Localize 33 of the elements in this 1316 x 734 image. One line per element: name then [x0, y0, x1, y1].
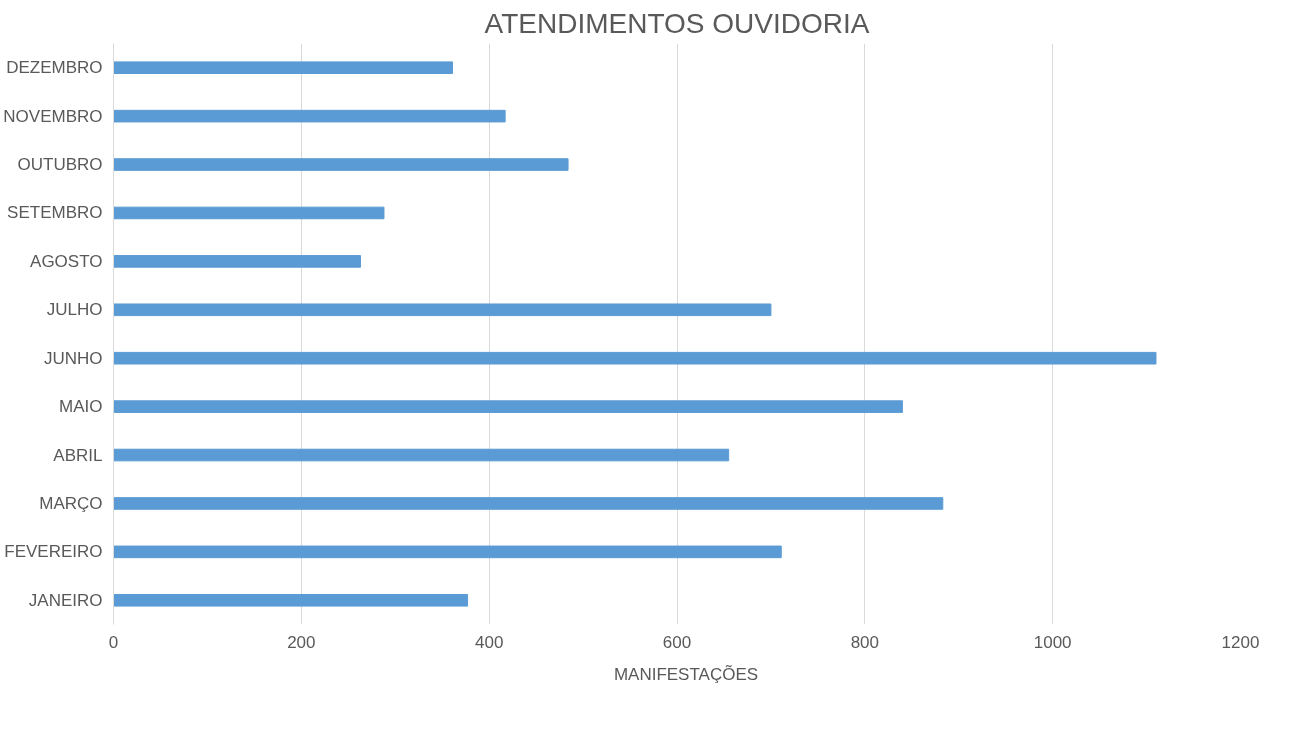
x-tick-label: 0	[108, 632, 119, 652]
x-tick-label: 200	[287, 632, 316, 652]
bar	[113, 206, 385, 220]
bar	[113, 61, 454, 75]
y-tick-label: FEVEREIRO	[4, 542, 103, 562]
x-tick-label: 1000	[1033, 632, 1072, 652]
y-tick-label: JULHO	[46, 300, 103, 320]
y-tick-label: MAIO	[59, 397, 103, 417]
chart-title: ATENDIMENTOS OUVIDORIA	[484, 7, 870, 39]
y-tick-label: MARÇO	[39, 493, 103, 513]
y-tick-label: NOVEMBRO	[3, 106, 103, 126]
bar	[113, 255, 361, 268]
bar	[113, 303, 772, 317]
bar	[113, 593, 469, 607]
bar	[113, 158, 569, 171]
x-tick-label: 800	[850, 632, 880, 652]
bar	[113, 497, 944, 510]
x-tick-label: 600	[662, 632, 692, 652]
y-tick-label: AGOSTO	[30, 251, 103, 271]
y-tick-label: SETEMBRO	[7, 203, 103, 223]
y-tick-label: JUNHO	[43, 348, 103, 368]
y-tick-label: ABRIL	[53, 445, 103, 465]
bar	[113, 351, 1157, 365]
y-tick-label: OUTUBRO	[17, 155, 103, 175]
bar	[113, 545, 782, 559]
bar	[113, 109, 506, 123]
x-tick-label: 400	[474, 632, 504, 652]
y-tick-label: JANEIRO	[28, 590, 103, 610]
x-tick-label: 1200	[1221, 632, 1260, 652]
y-tick-label: DEZEMBRO	[6, 58, 103, 78]
bar	[113, 400, 903, 413]
bar	[113, 448, 730, 462]
text: MANIFESTAÇÕES	[613, 665, 759, 685]
